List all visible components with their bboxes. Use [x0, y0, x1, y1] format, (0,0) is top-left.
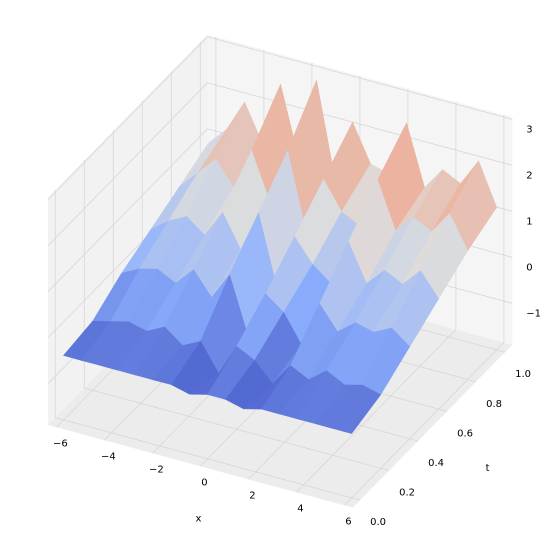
y-axis-label: t — [486, 463, 490, 474]
grid-line — [47, 128, 208, 292]
grid-line — [207, 36, 513, 120]
x-tick-label: 0 — [201, 477, 207, 488]
z-tick-label: 3 — [526, 124, 532, 135]
grid-line — [47, 82, 208, 246]
x-tick-label: −6 — [53, 438, 68, 449]
grid-line — [84, 387, 390, 471]
z-tick-label: 0 — [526, 262, 532, 273]
y-tick-label: 0.4 — [428, 458, 444, 469]
y-tick-label: 0.6 — [457, 428, 473, 439]
x-tick-label: 4 — [297, 503, 303, 514]
y-tick-label: 1.0 — [515, 369, 531, 380]
z-tick-label: 1 — [526, 216, 532, 227]
x-tick-label: −4 — [101, 451, 116, 462]
grid-line — [47, 36, 208, 200]
x-tick-label: −2 — [149, 464, 164, 475]
y-tick-label: 0.2 — [399, 488, 415, 499]
y-tick-label: 0.0 — [370, 517, 386, 528]
grid-line — [344, 342, 505, 506]
surface-patch — [333, 384, 382, 434]
x-tick-label: 2 — [249, 490, 255, 501]
x-tick-label: 6 — [345, 516, 351, 527]
grid-line — [296, 329, 457, 493]
z-tick-label: −1 — [526, 308, 541, 319]
x-axis-label: x — [195, 513, 201, 524]
grid-line — [55, 417, 361, 501]
z-tick-label: 2 — [526, 170, 532, 181]
y-tick-label: 0.8 — [486, 399, 502, 410]
grid-line — [207, 82, 513, 166]
